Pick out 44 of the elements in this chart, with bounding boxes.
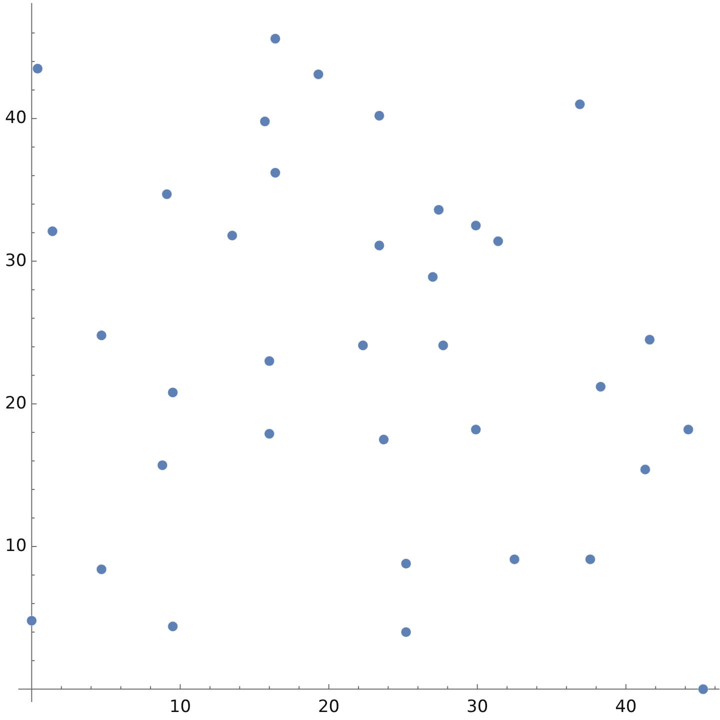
point xyxy=(168,621,178,632)
y-tick-label: 20 xyxy=(5,393,27,414)
point xyxy=(157,460,168,470)
point xyxy=(264,356,275,366)
point xyxy=(492,236,504,247)
point xyxy=(509,554,520,565)
point xyxy=(32,63,43,74)
point xyxy=(96,564,107,575)
point xyxy=(270,167,281,178)
point xyxy=(162,188,172,200)
y-tick-label: 30 xyxy=(5,250,27,271)
point xyxy=(226,230,238,241)
point xyxy=(378,434,390,445)
x-tick-label: 10 xyxy=(169,696,192,717)
point xyxy=(433,204,444,216)
point xyxy=(260,116,270,127)
x-tick-label: 20 xyxy=(318,696,340,717)
point xyxy=(374,110,385,121)
point xyxy=(358,340,368,351)
point xyxy=(574,98,586,110)
point xyxy=(470,424,482,435)
point xyxy=(644,334,655,345)
point xyxy=(400,626,412,638)
point xyxy=(96,330,107,341)
point xyxy=(470,220,482,231)
point xyxy=(26,615,37,626)
x-tick-label: 40 xyxy=(615,696,637,717)
point xyxy=(313,69,324,80)
point xyxy=(427,272,438,282)
point xyxy=(595,381,606,392)
point xyxy=(640,464,651,475)
point xyxy=(683,424,694,435)
point xyxy=(47,226,58,237)
point xyxy=(438,340,448,351)
x-tick-label: 30 xyxy=(466,696,488,717)
y-tick-label: 10 xyxy=(5,536,27,556)
point xyxy=(584,554,596,565)
point xyxy=(264,428,275,440)
point xyxy=(400,558,412,569)
point xyxy=(168,387,178,398)
point xyxy=(270,33,281,44)
point xyxy=(374,240,385,251)
point xyxy=(698,684,708,694)
y-tick-label: 40 xyxy=(5,108,27,128)
